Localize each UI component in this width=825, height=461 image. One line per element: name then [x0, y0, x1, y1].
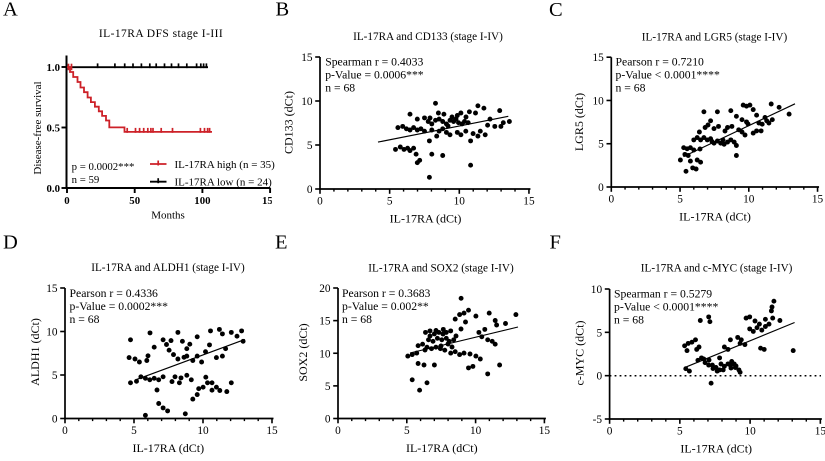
svg-text:0.0: 0.0 — [47, 183, 61, 195]
svg-text:IL-17RA high (n = 35): IL-17RA high (n = 35) — [175, 159, 276, 171]
svg-text:Spearman r = 0.5279: Spearman r = 0.5279 — [614, 288, 712, 301]
svg-text:LGR5 (dCt): LGR5 (dCt) — [572, 93, 586, 151]
svg-text:20: 20 — [319, 283, 331, 295]
svg-text:15: 15 — [301, 52, 313, 64]
svg-text:ALDH1 (dCt): ALDH1 (dCt) — [28, 318, 42, 386]
svg-text:Pearson r = 0.3683: Pearson r = 0.3683 — [342, 287, 431, 300]
svg-text:c-MYC (dCt): c-MYC (dCt) — [573, 321, 587, 386]
svg-text:p-Value < 0.0001****: p-Value < 0.0001**** — [614, 301, 718, 314]
svg-text:50: 50 — [129, 195, 140, 207]
svg-text:15: 15 — [539, 425, 551, 437]
svg-text:0: 0 — [317, 195, 323, 207]
svg-text:0: 0 — [307, 184, 313, 196]
svg-text:F: F — [550, 232, 561, 254]
svg-text:5: 5 — [596, 327, 602, 339]
svg-text:IL-17RA and ALDH1 (stage I-IV): IL-17RA and ALDH1 (stage I-IV) — [91, 262, 245, 274]
svg-text:IL-17RA and LGR5 (stage I-IV): IL-17RA and LGR5 (stage I-IV) — [642, 31, 788, 43]
svg-text:E: E — [275, 232, 288, 254]
svg-text:IL-17RA and SOX2 (stage I-IV): IL-17RA and SOX2 (stage I-IV) — [368, 262, 514, 274]
svg-text:15: 15 — [319, 316, 331, 328]
svg-text:1.0: 1.0 — [47, 62, 61, 74]
svg-text:p-Value = 0.0006***: p-Value = 0.0006*** — [325, 69, 424, 82]
svg-text:10: 10 — [46, 327, 58, 339]
svg-text:n = 68: n = 68 — [616, 82, 646, 95]
svg-text:IL-17RA and c-MYC (stage I-IV): IL-17RA and c-MYC (stage I-IV) — [641, 263, 793, 275]
svg-text:IL-17RA (dCt): IL-17RA (dCt) — [679, 209, 751, 223]
svg-text:10: 10 — [744, 425, 756, 437]
svg-text:C: C — [549, 0, 563, 21]
svg-text:Pearson r = 0.4336: Pearson r = 0.4336 — [70, 287, 159, 300]
svg-text:IL-17RA low (n = 24): IL-17RA low (n = 24) — [175, 177, 273, 189]
svg-text:-5: -5 — [593, 414, 603, 426]
svg-text:n = 68: n = 68 — [325, 82, 355, 95]
svg-text:IL-17RA (dCt): IL-17RA (dCt) — [390, 211, 462, 225]
svg-text:15: 15 — [523, 195, 535, 207]
svg-text:n = 68: n = 68 — [70, 313, 100, 326]
svg-text:5: 5 — [598, 139, 604, 151]
svg-text:p-Value = 0.0002***: p-Value = 0.0002*** — [70, 300, 169, 313]
svg-text:10: 10 — [593, 95, 605, 107]
svg-text:Pearson r = 0.7210: Pearson r = 0.7210 — [616, 56, 705, 69]
svg-text:p-Value < 0.0001****: p-Value < 0.0001**** — [616, 69, 720, 82]
svg-text:10: 10 — [591, 284, 603, 296]
svg-text:0: 0 — [325, 414, 331, 426]
svg-text:5: 5 — [404, 425, 410, 437]
svg-text:5: 5 — [677, 193, 683, 205]
svg-text:IL-17RA (dCt): IL-17RA (dCt) — [680, 441, 752, 455]
svg-text:5: 5 — [387, 195, 393, 207]
svg-text:IL-17RA and CD133 (stage I-IV): IL-17RA and CD133 (stage I-IV) — [353, 31, 503, 43]
svg-text:5: 5 — [677, 425, 683, 437]
svg-text:0: 0 — [64, 195, 69, 207]
svg-text:5: 5 — [325, 381, 331, 393]
svg-text:5: 5 — [52, 370, 58, 382]
svg-text:0: 0 — [62, 425, 68, 437]
svg-text:Disease-free survival: Disease-free survival — [32, 81, 44, 174]
svg-text:15: 15 — [266, 425, 278, 437]
svg-text:15: 15 — [815, 425, 825, 437]
svg-text:IL-17RA (dCt): IL-17RA (dCt) — [132, 441, 204, 455]
svg-text:0: 0 — [607, 425, 613, 437]
svg-text:n = 59: n = 59 — [72, 174, 100, 186]
svg-text:15: 15 — [812, 193, 824, 205]
svg-text:15: 15 — [593, 52, 605, 64]
svg-text:0.5: 0.5 — [47, 122, 61, 134]
svg-text:0: 0 — [335, 425, 341, 437]
svg-text:SOX2 (dCt): SOX2 (dCt) — [296, 323, 310, 381]
svg-text:p = 0.0002***: p = 0.0002*** — [72, 161, 135, 173]
svg-text:IL-17RA (dCt): IL-17RA (dCt) — [406, 441, 478, 455]
svg-text:B: B — [276, 0, 290, 21]
svg-text:0: 0 — [52, 414, 58, 426]
svg-text:10: 10 — [197, 425, 209, 437]
svg-text:10: 10 — [470, 425, 482, 437]
svg-text:10: 10 — [454, 195, 466, 207]
svg-text:5: 5 — [307, 140, 313, 152]
svg-text:5: 5 — [131, 425, 137, 437]
svg-text:0: 0 — [598, 182, 604, 194]
svg-text:10: 10 — [301, 96, 313, 108]
svg-text:0: 0 — [596, 371, 602, 383]
svg-text:A: A — [3, 0, 18, 21]
svg-text:100: 100 — [194, 195, 210, 207]
svg-text:15: 15 — [46, 283, 58, 295]
svg-text:Months: Months — [151, 210, 185, 222]
svg-text:n = 68: n = 68 — [342, 313, 372, 326]
svg-text:Spearman r = 0.4033: Spearman r = 0.4033 — [325, 56, 423, 69]
svg-text:n = 68: n = 68 — [614, 314, 644, 327]
svg-text:IL-17RA DFS stage I-III: IL-17RA DFS stage I-III — [99, 28, 223, 40]
svg-text:CD133 (dCt): CD133 (dCt) — [282, 91, 296, 154]
svg-text:p-Value = 0.002**: p-Value = 0.002** — [342, 300, 429, 313]
svg-text:10: 10 — [743, 193, 755, 205]
svg-text:0: 0 — [608, 193, 614, 205]
svg-text:10: 10 — [319, 348, 331, 360]
svg-text:D: D — [3, 232, 18, 254]
